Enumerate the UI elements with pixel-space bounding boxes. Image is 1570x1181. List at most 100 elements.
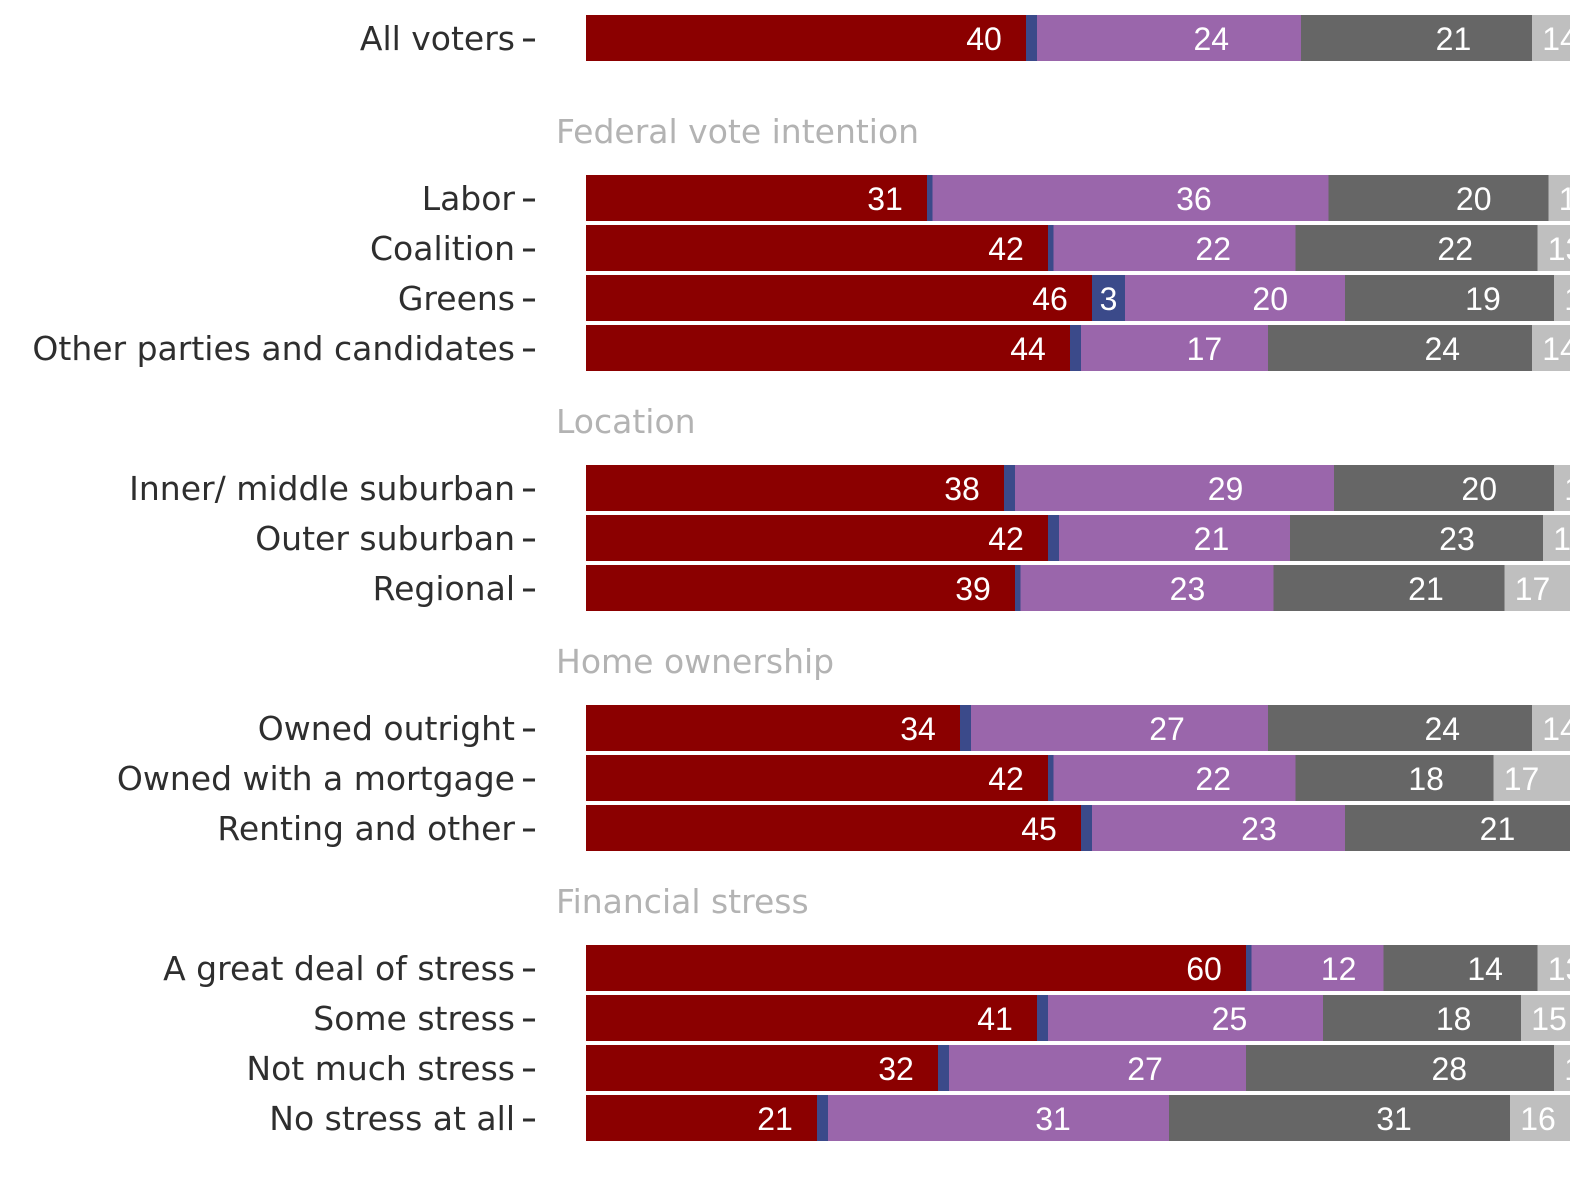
category-label: Some stress xyxy=(313,999,515,1038)
data-label: 21 xyxy=(1480,811,1516,847)
bar-segment xyxy=(586,325,1070,371)
data-label: 24 xyxy=(1424,331,1460,367)
data-label: 13 xyxy=(1553,521,1570,557)
data-label: 12 xyxy=(1321,951,1357,987)
data-label: 12 xyxy=(1564,281,1570,317)
category-label: Greens xyxy=(398,279,515,318)
bar-segment xyxy=(1053,225,1296,271)
bar-segment xyxy=(586,275,1092,321)
category-label: Other parties and candidates xyxy=(32,329,515,368)
bar-segment xyxy=(971,705,1268,751)
bar-segment xyxy=(1383,945,1538,991)
category-label: Outer suburban xyxy=(255,519,515,558)
bar-segment xyxy=(586,175,927,221)
bar-segment xyxy=(1554,465,1570,511)
bar-segment xyxy=(1092,275,1125,321)
data-label: 14 xyxy=(1467,951,1503,987)
data-label: 12 xyxy=(1564,1051,1570,1087)
bar-segment xyxy=(586,1045,938,1091)
bar-segment xyxy=(1554,275,1570,321)
bar-segment xyxy=(1048,995,1323,1041)
data-label: 13 xyxy=(1548,951,1570,987)
data-label: 15 xyxy=(1531,1001,1567,1037)
bar-segment xyxy=(1037,15,1301,61)
bar-segment xyxy=(1037,995,1048,1041)
bar-segment xyxy=(1537,945,1570,991)
bar-segment xyxy=(1268,325,1532,371)
bar-segment xyxy=(1328,175,1549,221)
bar-segment xyxy=(1537,225,1570,271)
data-label: 31 xyxy=(867,181,903,217)
bar-segment xyxy=(1295,755,1494,801)
data-label: 42 xyxy=(988,231,1024,267)
bar-segment xyxy=(1246,1045,1554,1091)
data-label: 20 xyxy=(1461,471,1497,507)
bar-segment xyxy=(1345,275,1554,321)
data-label: 17 xyxy=(1515,571,1551,607)
bar-segment xyxy=(586,1095,817,1141)
bar-segment xyxy=(1345,805,1570,851)
bar-segment xyxy=(1081,805,1092,851)
data-label: 39 xyxy=(955,571,991,607)
bar-segment xyxy=(1059,515,1290,561)
data-label: 34 xyxy=(900,711,936,747)
bar-segment xyxy=(1548,175,1570,221)
group-label: Financial stress xyxy=(556,882,809,921)
bar-segment xyxy=(586,15,1026,61)
category-label: Inner/ middle suburban xyxy=(129,469,515,508)
bar-segment xyxy=(1504,565,1570,611)
bar-segment xyxy=(586,705,960,751)
bar-segment xyxy=(1026,15,1037,61)
bar-segment xyxy=(949,1045,1246,1091)
bar-segment xyxy=(1015,565,1021,611)
bar-segment xyxy=(1048,755,1054,801)
data-label: 27 xyxy=(1149,711,1185,747)
data-label: 29 xyxy=(1208,471,1244,507)
bar-segment xyxy=(1532,325,1570,371)
data-label: 18 xyxy=(1436,1001,1472,1037)
data-label: 14 xyxy=(1542,711,1570,747)
data-label: 25 xyxy=(1212,1001,1248,1037)
bar-segment xyxy=(1268,705,1532,751)
group-label: Home ownership xyxy=(556,642,834,681)
bar-segment xyxy=(1273,565,1505,611)
category-label: Owned with a mortgage xyxy=(117,759,515,798)
category-label: No stress at all xyxy=(269,1099,515,1138)
data-label: 13 xyxy=(1559,181,1570,217)
bar-segment xyxy=(828,1095,1169,1141)
data-label: 46 xyxy=(1032,281,1068,317)
bar-segment xyxy=(1493,755,1570,801)
bar-segment xyxy=(586,225,1048,271)
data-label: 23 xyxy=(1170,571,1206,607)
bar-segment xyxy=(1334,465,1554,511)
data-label: 38 xyxy=(944,471,980,507)
data-label: 31 xyxy=(1376,1101,1412,1137)
data-label: 22 xyxy=(1437,231,1473,267)
bar-segment xyxy=(1004,465,1015,511)
bar-segment xyxy=(960,705,971,751)
bar-segment xyxy=(1295,225,1538,271)
bar-segment xyxy=(1251,945,1384,991)
data-label: 31 xyxy=(1035,1101,1071,1137)
data-label: 12 xyxy=(1564,471,1570,507)
data-label: 32 xyxy=(878,1051,914,1087)
data-label: 21 xyxy=(757,1101,793,1137)
data-label: 20 xyxy=(1252,281,1288,317)
bar-segment xyxy=(586,565,1015,611)
bar-segment xyxy=(1053,755,1296,801)
data-label: 23 xyxy=(1439,521,1475,557)
data-label: 16 xyxy=(1520,1101,1556,1137)
bar-segment xyxy=(1048,515,1059,561)
bar-segment xyxy=(1015,465,1334,511)
data-label: 18 xyxy=(1408,761,1444,797)
bar-segment xyxy=(927,175,933,221)
data-label: 60 xyxy=(1186,951,1222,987)
bar-segment xyxy=(1532,705,1570,751)
category-label: Coalition xyxy=(370,229,515,268)
bar-segment xyxy=(1125,275,1345,321)
category-label: All voters xyxy=(360,19,515,58)
data-label: 22 xyxy=(1195,231,1231,267)
bar-segment xyxy=(1510,1095,1570,1141)
category-label: Regional xyxy=(373,569,515,608)
